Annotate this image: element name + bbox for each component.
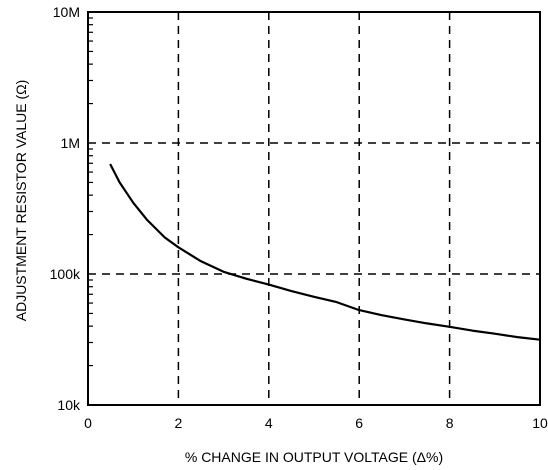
x-tick-label: 10 [532, 415, 548, 431]
x-tick-label: 2 [175, 415, 183, 431]
y-axis-title: ADJUSTMENT RESISTOR VALUE (Ω) [13, 80, 29, 322]
series-layer [109, 163, 542, 341]
x-tick-label: 4 [265, 415, 273, 431]
y-tick-label: 10M [53, 4, 80, 20]
y-tick-label: 10k [57, 397, 81, 413]
grid-lines [88, 12, 540, 405]
x-tick-label: 8 [446, 415, 454, 431]
x-axis-title: % CHANGE IN OUTPUT VOLTAGE (Δ%) [185, 449, 443, 465]
x-tick-label: 0 [84, 415, 92, 431]
tick-labels: 0 2 4 6 8 10 10k 100k 1M 10M [50, 4, 548, 431]
x-tick-label: 6 [355, 415, 363, 431]
y-tick-label: 100k [50, 266, 81, 282]
y-tick-label: 1M [61, 135, 80, 151]
series-line [109, 163, 542, 341]
axis-ticks [88, 17, 93, 367]
plot-frame [87, 11, 541, 406]
